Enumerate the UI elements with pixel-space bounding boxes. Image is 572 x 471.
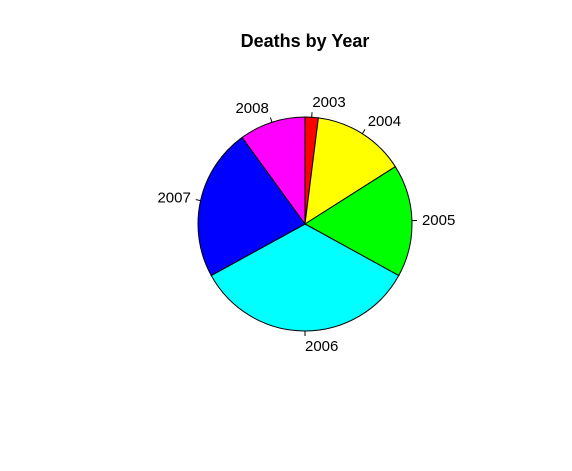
pie-label-2007: 2007 (157, 189, 190, 206)
pie-label-2008: 2008 (235, 100, 268, 117)
pie-tick-2007 (196, 200, 201, 201)
pie-tick-2008 (270, 117, 272, 122)
pie-tick-2004 (362, 129, 365, 133)
pie-label-2006: 2006 (305, 338, 338, 355)
chart-title: Deaths by Year (241, 31, 370, 51)
pie-label-2003: 2003 (312, 94, 345, 111)
pie-label-2004: 2004 (368, 113, 401, 130)
pie-slices (198, 117, 412, 331)
pie-label-2005: 2005 (422, 212, 455, 229)
